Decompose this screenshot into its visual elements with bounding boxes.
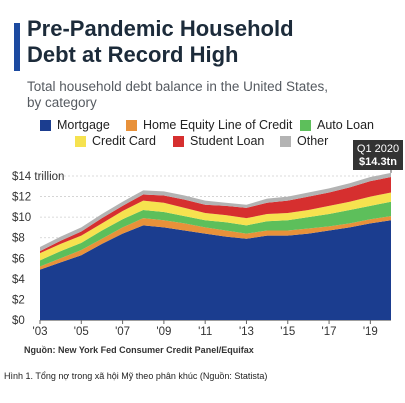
legend-swatch-heloc <box>126 119 137 131</box>
legend-item-mortgage: Mortgage <box>40 118 110 132</box>
subtitle-line-1: Total household debt balance in the Unit… <box>27 79 328 94</box>
x-tick-label: '13 <box>239 326 254 338</box>
chart-subtitle: Total household debt balance in the Unit… <box>27 79 387 111</box>
legend-swatch-auto-loan <box>300 119 311 131</box>
area-home-equity-line-of-credit <box>40 216 391 270</box>
legend-swatch-mortgage <box>40 119 51 131</box>
legend-item-other: Other <box>280 134 328 148</box>
legend-swatch-other <box>280 135 291 147</box>
legend-label-credit-card: Credit Card <box>92 134 156 148</box>
area-student-loan <box>40 177 391 254</box>
x-tick-label: '05 <box>74 326 89 338</box>
callout-value: $14.3tn <box>359 156 397 168</box>
y-tick-label: $6 <box>12 253 25 265</box>
axis-labels: $0 $2 $4 $6 $8 $10 $12 $14 trillion '03 '05 '07 '09… <box>12 171 378 338</box>
stacked-area-chart: $0 $2 $4 $6 $8 $10 $12 $14 trillion '03 '05 '07 '09… <box>12 140 403 338</box>
x-tick-label: '03 <box>33 326 48 338</box>
area-other <box>40 172 391 252</box>
x-tick-label: '11 <box>198 326 212 338</box>
source-note: Nguồn: New York Fed Consumer Credit Pane… <box>24 345 254 355</box>
legend-item-auto-loan: Auto Loan <box>300 118 374 132</box>
y-tick-label: $4 <box>12 274 25 286</box>
x-tick-label: '15 <box>280 326 295 338</box>
area-auto-loan <box>40 201 391 267</box>
chart-title: Pre-Pandemic Household Debt at Record Hi… <box>27 16 397 68</box>
area-mortgage <box>40 220 391 320</box>
callout-box <box>353 140 403 170</box>
x-tick-label: '07 <box>115 326 130 338</box>
legend-swatch-credit-card <box>75 135 86 147</box>
title-line-2: Debt at Record High <box>27 42 239 67</box>
figure-caption: Hình 1. Tổng nợ trong xã hội Mỹ theo phâ… <box>4 371 268 381</box>
callout-period: Q1 2020 <box>357 143 399 155</box>
y-tick-label: $14 trillion <box>12 171 64 183</box>
legend-item-student-loan: Student Loan <box>173 134 264 148</box>
legend-item-heloc: Home Equity Line of Credit <box>126 118 292 132</box>
y-tick-label: $12 <box>12 192 31 204</box>
title-line-1: Pre-Pandemic Household <box>27 16 294 41</box>
legend-item-credit-card: Credit Card <box>75 134 156 148</box>
x-tick-label: '09 <box>156 326 171 338</box>
area-credit-card <box>40 192 391 261</box>
y-tick-label: $2 <box>12 294 25 306</box>
legend-label-other: Other <box>297 134 329 148</box>
legend-label-heloc: Home Equity Line of Credit <box>143 118 293 132</box>
legend-swatch-student-loan <box>173 135 184 147</box>
legend-label-auto-loan: Auto Loan <box>317 118 374 132</box>
legend-label-mortgage: Mortgage <box>57 118 110 132</box>
x-tick-label: '17 <box>322 326 337 338</box>
area-series <box>40 172 391 320</box>
q1-2020-callout: Q1 2020 $14.3tn <box>353 140 403 173</box>
title-accent-bar <box>14 23 20 71</box>
legend-label-student-loan: Student Loan <box>190 134 265 148</box>
y-tick-label: $8 <box>12 233 25 245</box>
subtitle-line-2: by category <box>27 95 97 110</box>
x-tick-label: '19 <box>363 326 378 338</box>
y-tick-label: $10 <box>12 212 31 224</box>
y-tick-label: $0 <box>12 315 25 327</box>
